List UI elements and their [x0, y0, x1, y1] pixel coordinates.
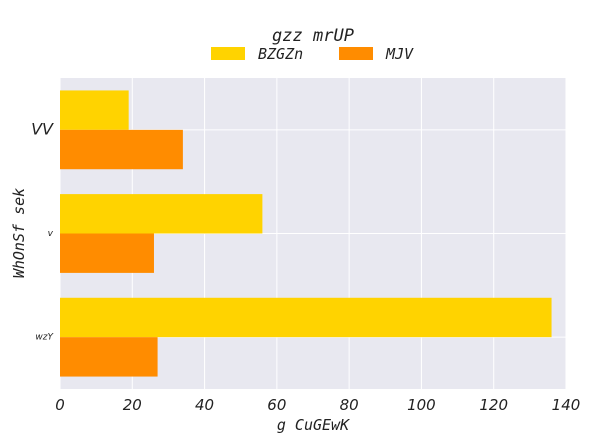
y-axis-label: WhOnSf sek: [10, 188, 28, 278]
x-tick-label: 80: [340, 396, 359, 414]
bar-MJV-VV: [60, 129, 183, 170]
bar-MJV-v: [60, 233, 154, 273]
bars: [60, 90, 552, 377]
chart-title: gzz mrUP: [272, 26, 354, 46]
legend-label: MJV: [385, 45, 414, 63]
x-tick-label: 60: [267, 396, 286, 414]
x-tick-label: 120: [479, 396, 508, 414]
bar-BZGZn-VV: [60, 90, 129, 130]
x-axis-label: g CuGEwK: [277, 416, 350, 434]
bar-MJV-wzY: [60, 337, 158, 377]
y-tick-label: v: [48, 229, 54, 239]
x-tick-label: 100: [407, 396, 436, 414]
legend-swatch-MJV: [339, 47, 373, 60]
y-tick-label: VV: [31, 119, 54, 138]
y-tick-label: wzY: [35, 333, 54, 343]
x-tick-label: 140: [552, 396, 581, 414]
legend-swatch-BZGZn: [211, 47, 245, 60]
x-ticks: 0 20 40 60 80 100 120 140: [55, 396, 580, 414]
legend: BZGZn MJV: [211, 45, 414, 63]
legend-label: BZGZn: [258, 45, 303, 63]
bar-BZGZn-v: [60, 194, 263, 234]
y-ticks: VV v wzY: [31, 119, 54, 342]
bar-BZGZn-wzY: [60, 297, 552, 338]
x-tick-label: 40: [195, 396, 214, 414]
x-tick-label: 20: [123, 396, 142, 414]
x-tick-label: 0: [55, 396, 65, 414]
